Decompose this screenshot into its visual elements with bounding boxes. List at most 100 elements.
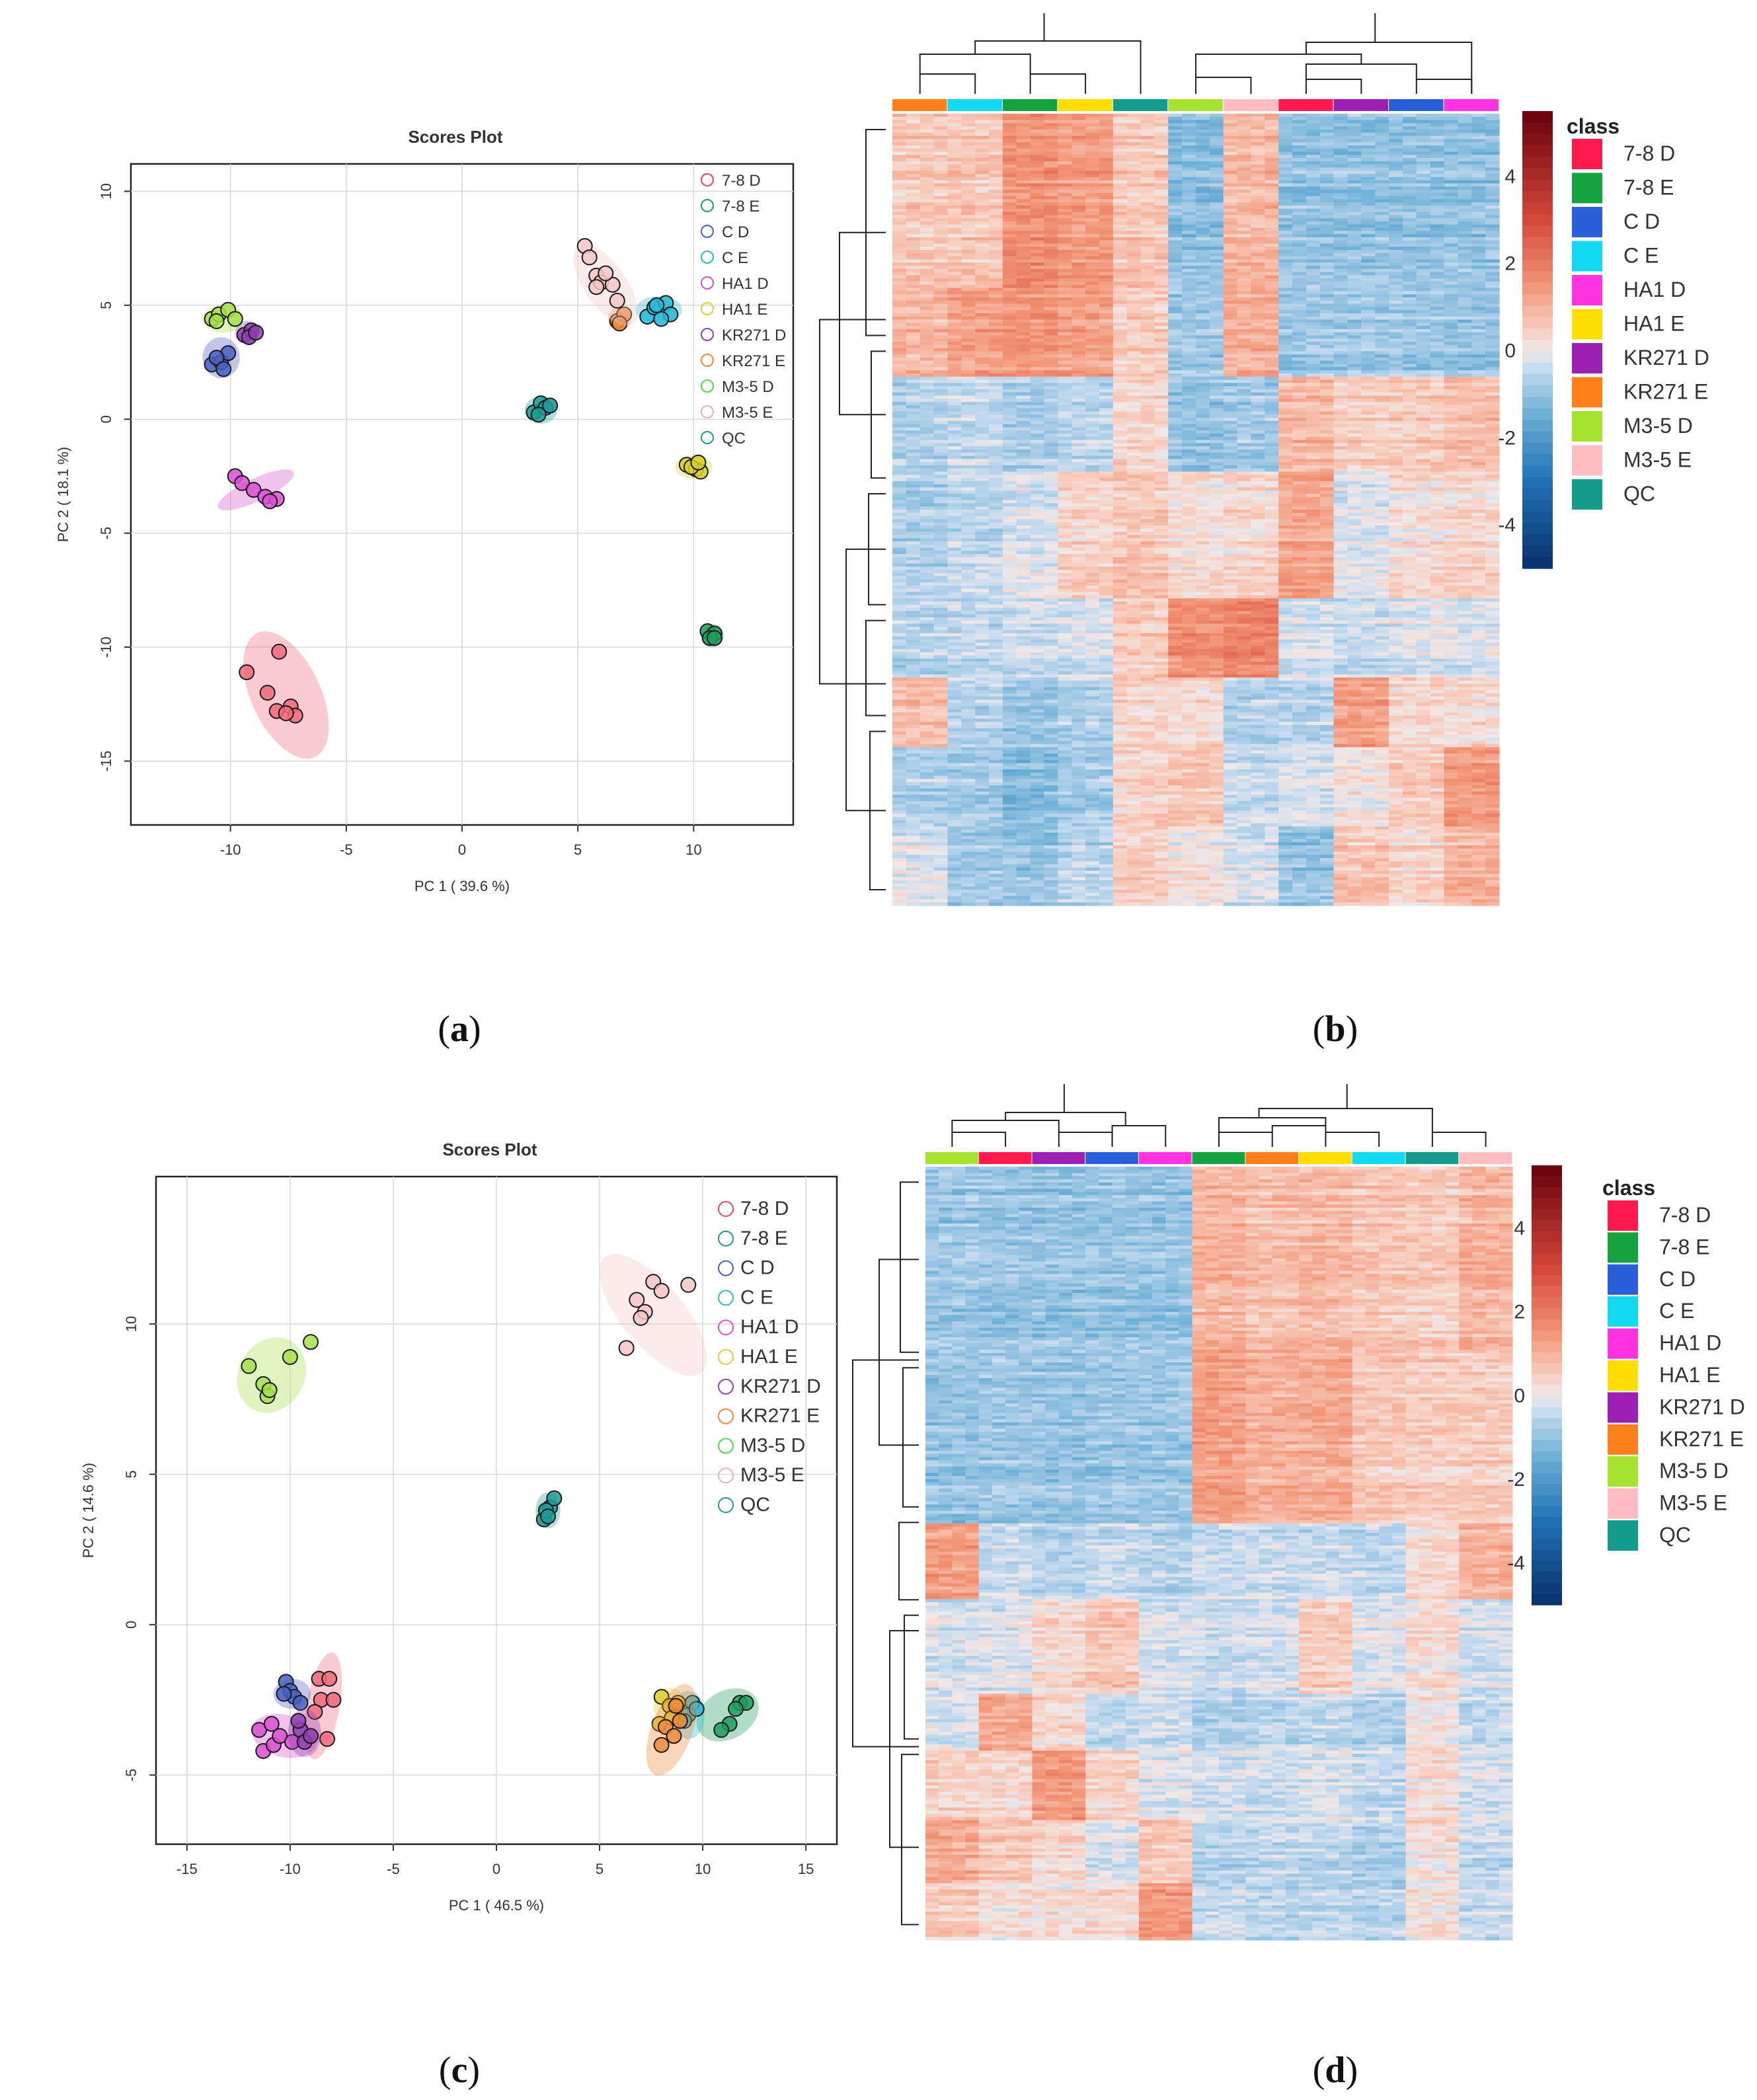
heatmap-cell: [892, 361, 906, 364]
legend-label: KR271 E: [722, 352, 785, 370]
heatmap-cell: [1237, 370, 1251, 373]
heatmap-cell: [920, 177, 934, 180]
heatmap-cell: [961, 278, 975, 282]
heatmap-cell: [961, 449, 975, 453]
heatmap-cell: [934, 326, 948, 329]
heatmap-cell: [1278, 231, 1292, 234]
heatmap-cell: [1389, 393, 1403, 396]
heatmap-cell: [1251, 167, 1265, 171]
heatmap-cell: [1348, 323, 1362, 326]
heatmap-cell: [934, 269, 948, 272]
heatmap-cell: [947, 259, 961, 262]
legend-label: M3-5 E: [722, 404, 773, 422]
heatmap-cell: [1154, 383, 1168, 386]
heatmap-cell: [1458, 332, 1471, 336]
heatmap-cell: [1168, 165, 1182, 168]
heatmap-cell: [1278, 446, 1292, 449]
heatmap-cell: [1099, 199, 1113, 202]
heatmap-cell: [1361, 155, 1375, 158]
heatmap-cell: [1224, 193, 1237, 196]
heatmap-cell: [1196, 171, 1210, 174]
heatmap-cell: [989, 307, 1003, 310]
heatmap-cell: [1168, 221, 1182, 225]
heatmap-cell: [1306, 180, 1320, 184]
heatmap-cell: [961, 206, 975, 209]
heatmap-cell: [1182, 383, 1196, 386]
heatmap-cell: [1348, 335, 1362, 338]
heatmap-cell: [1017, 449, 1031, 453]
heatmap-cell: [920, 456, 934, 459]
heatmap-cell: [1127, 364, 1141, 368]
heatmap-cell: [1099, 326, 1113, 329]
heatmap-cell: [1085, 332, 1099, 336]
heatmap-cell: [1430, 389, 1444, 393]
heatmap-cell: [1003, 389, 1017, 393]
heatmap-cell: [1224, 158, 1237, 161]
heatmap-cell: [1403, 130, 1417, 133]
heatmap-cell: [1127, 338, 1141, 342]
heatmap-cell: [989, 221, 1003, 225]
heatmap-cell: [920, 120, 934, 124]
heatmap-cell: [1099, 120, 1113, 124]
heatmap-cell: [1210, 158, 1224, 161]
heatmap-cell: [1320, 456, 1334, 459]
heatmap-cell: [1237, 393, 1251, 396]
heatmap-cell: [1320, 402, 1334, 405]
heatmap-cell: [1306, 282, 1320, 285]
heatmap-cell: [1471, 427, 1485, 430]
heatmap-cell: [1141, 323, 1155, 326]
heatmap-cell: [892, 183, 906, 186]
heatmap-cell: [1458, 149, 1471, 152]
heatmap-cell: [1196, 231, 1210, 234]
heatmap-cell: [1430, 402, 1444, 405]
heatmap-cell: [1417, 304, 1430, 307]
heatmap-cell: [1224, 456, 1237, 459]
heatmap-cell: [989, 183, 1003, 186]
heatmap-cell: [906, 307, 920, 310]
heatmap-cell: [1099, 234, 1113, 237]
heatmap-cell: [947, 193, 961, 196]
heatmap-cell: [1403, 402, 1417, 405]
heatmap-cell: [1403, 323, 1417, 326]
heatmap-cell: [1113, 282, 1127, 285]
heatmap-cell: [1292, 354, 1306, 358]
heatmap-cell: [934, 228, 948, 231]
heatmap-cell: [1099, 149, 1113, 152]
heatmap-cell: [1044, 142, 1058, 145]
heatmap-cell: [989, 228, 1003, 231]
heatmap-cell: [1141, 297, 1155, 301]
heatmap-cell: [1182, 453, 1196, 456]
heatmap-cell: [934, 351, 948, 354]
heatmap-cell: [1044, 440, 1058, 444]
heatmap-cell: [934, 383, 948, 386]
heatmap-cell: [1361, 218, 1375, 221]
heatmap-cell: [1127, 446, 1141, 449]
heatmap-cell: [1044, 317, 1058, 320]
heatmap-cell: [1141, 443, 1155, 446]
heatmap-cell: [1292, 389, 1306, 393]
heatmap-cell: [1113, 174, 1127, 177]
heatmap-cell: [1003, 294, 1017, 297]
heatmap-cell: [1031, 443, 1044, 446]
heatmap-cell: [1058, 338, 1072, 342]
heatmap-cell: [1224, 167, 1237, 171]
heatmap-cell: [989, 152, 1003, 155]
heatmap-cell: [1085, 231, 1099, 234]
heatmap-cell: [1389, 437, 1403, 440]
heatmap-cell: [1127, 304, 1141, 307]
heatmap-cell: [892, 282, 906, 285]
heatmap-cell: [1168, 253, 1182, 256]
heatmap-cell: [1237, 294, 1251, 297]
heatmap-cell: [1417, 297, 1430, 301]
heatmap-cell: [1361, 367, 1375, 370]
heatmap-cell: [906, 202, 920, 206]
heatmap-cell: [1417, 370, 1430, 373]
heatmap-cell: [934, 389, 948, 393]
heatmap-cell: [1403, 326, 1417, 329]
heatmap-cell: [1017, 446, 1031, 449]
heatmap-cell: [1458, 317, 1471, 320]
heatmap-cell: [1141, 126, 1155, 130]
heatmap-cell: [1444, 133, 1458, 136]
heatmap-cell: [1334, 297, 1348, 301]
heatmap-cell: [1058, 443, 1072, 446]
